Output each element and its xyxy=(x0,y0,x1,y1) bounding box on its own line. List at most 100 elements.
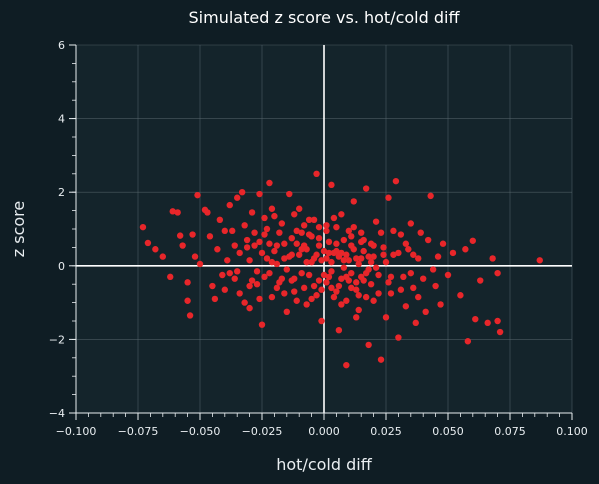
data-point xyxy=(256,238,263,246)
data-point xyxy=(407,269,414,277)
data-point xyxy=(209,282,216,290)
data-point xyxy=(375,271,382,279)
data-point xyxy=(424,236,432,244)
data-point xyxy=(345,257,352,264)
data-point xyxy=(405,246,412,253)
x-tick-label: −0.100 xyxy=(56,425,97,438)
data-point xyxy=(323,227,330,235)
data-point xyxy=(412,319,419,327)
data-point xyxy=(246,304,253,312)
y-axis-label: z score xyxy=(9,201,28,257)
data-point xyxy=(372,264,380,271)
data-point xyxy=(315,223,323,231)
data-point xyxy=(236,249,243,257)
data-point xyxy=(221,227,228,235)
data-point xyxy=(313,170,320,177)
data-point xyxy=(358,273,365,281)
data-point xyxy=(184,279,191,286)
data-point xyxy=(429,266,437,273)
y-tick-label: 6 xyxy=(58,39,65,52)
data-point xyxy=(395,334,402,341)
data-point xyxy=(318,257,325,264)
data-point xyxy=(340,257,348,264)
data-point xyxy=(204,209,211,216)
data-point xyxy=(380,251,387,258)
data-point xyxy=(139,223,147,231)
data-point xyxy=(258,249,266,257)
data-point xyxy=(234,194,241,201)
data-point xyxy=(238,189,246,196)
data-point xyxy=(305,231,313,238)
data-point xyxy=(268,293,276,301)
data-point xyxy=(310,282,318,290)
data-point xyxy=(293,227,300,235)
data-point xyxy=(395,249,402,257)
data-point xyxy=(318,317,325,325)
axes: −0.100 −0.075 −0.050 −0.025 0.000 0.025 0.050 0… xyxy=(49,39,588,438)
x-tick-label: −0.050 xyxy=(180,425,221,438)
data-point xyxy=(229,227,236,235)
data-point xyxy=(283,266,290,273)
data-point xyxy=(315,242,323,249)
y-tick-label: 2 xyxy=(58,186,65,199)
data-point xyxy=(305,271,313,279)
data-point xyxy=(353,279,360,286)
data-point xyxy=(305,216,313,223)
data-point xyxy=(348,242,355,249)
data-point xyxy=(179,242,186,249)
data-point xyxy=(293,297,300,304)
data-point xyxy=(338,301,345,308)
data-point xyxy=(434,253,442,260)
data-point xyxy=(258,321,266,328)
data-point xyxy=(328,258,335,266)
data-point xyxy=(261,214,268,222)
data-point xyxy=(343,361,350,369)
data-point xyxy=(281,290,288,297)
data-point xyxy=(328,181,335,189)
data-point xyxy=(370,253,377,260)
data-point xyxy=(365,253,372,260)
data-point xyxy=(256,190,263,198)
data-point xyxy=(152,246,159,253)
x-axis-label: hot/cold diff xyxy=(276,455,372,474)
data-point xyxy=(234,268,241,275)
data-point xyxy=(323,255,330,262)
data-point xyxy=(390,251,397,258)
data-point xyxy=(323,279,330,286)
data-point xyxy=(325,273,333,281)
data-point xyxy=(348,284,355,292)
data-point xyxy=(370,297,377,304)
data-point xyxy=(303,246,310,253)
y-tick-label: 0 xyxy=(58,260,65,273)
data-point xyxy=(308,295,315,303)
data-point xyxy=(496,328,504,336)
data-point xyxy=(263,225,271,233)
data-point xyxy=(278,275,286,282)
data-point xyxy=(191,253,199,260)
data-point xyxy=(333,240,340,247)
data-point xyxy=(477,277,484,284)
data-point xyxy=(330,214,338,222)
data-point xyxy=(338,211,345,218)
data-point xyxy=(353,314,360,321)
data-point xyxy=(365,266,372,273)
data-point xyxy=(345,227,352,235)
data-point xyxy=(246,282,253,290)
data-point xyxy=(457,292,464,299)
data-point xyxy=(367,258,375,266)
data-point xyxy=(268,205,276,212)
data-point xyxy=(251,242,258,249)
data-point xyxy=(224,257,231,264)
data-point xyxy=(219,271,226,279)
data-point xyxy=(216,216,224,223)
data-point xyxy=(298,229,305,236)
data-point xyxy=(360,236,367,244)
data-point xyxy=(325,238,333,246)
data-point xyxy=(330,293,338,301)
data-point xyxy=(328,268,335,275)
data-point xyxy=(382,314,390,321)
chart-title: Simulated z score vs. hot/cold diff xyxy=(189,8,461,27)
data-point xyxy=(333,223,340,231)
data-point xyxy=(350,223,357,231)
data-point xyxy=(167,273,174,281)
